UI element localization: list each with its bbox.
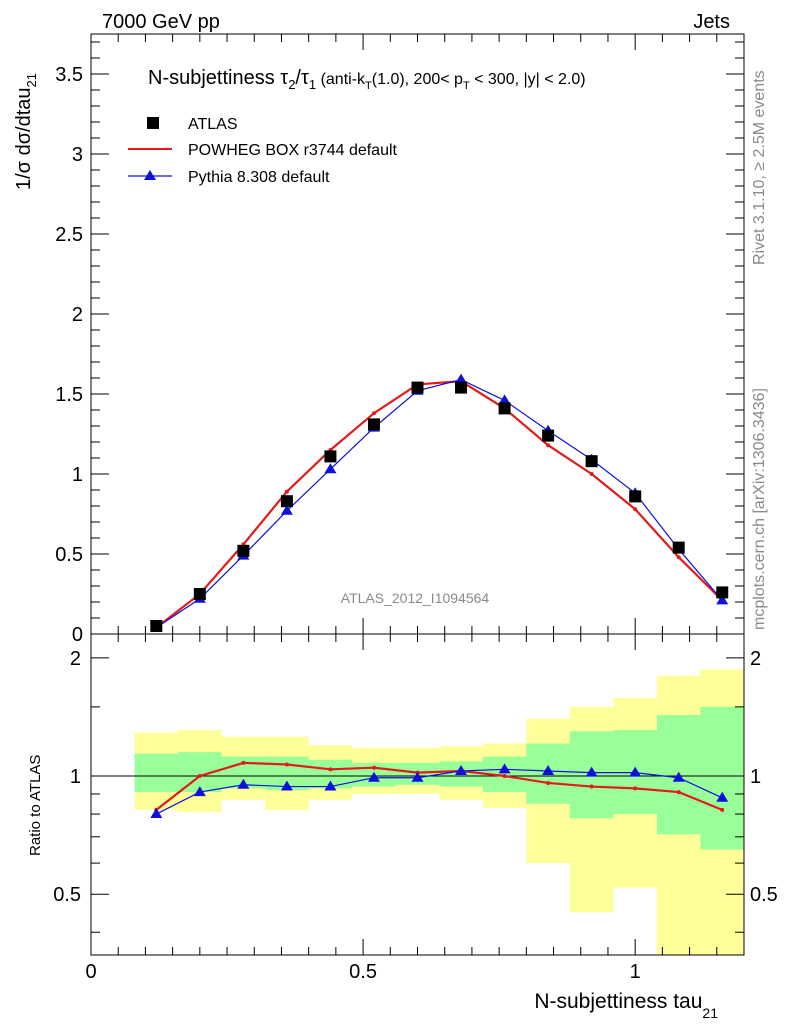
main-frame: 0 0.5 1 1.5 2 2.5 3 3.5 <box>55 33 745 646</box>
main-y-tick-label: 1.5 <box>55 384 83 406</box>
main-y-tick-label: 0 <box>72 624 83 646</box>
ratio-pythia-point <box>237 778 250 789</box>
pythia-point <box>498 394 511 405</box>
pythia-point <box>455 373 468 384</box>
main-y-tick-label: 3 <box>72 144 83 166</box>
ratio-pythia-point <box>585 766 598 777</box>
ratio-series-layer <box>91 760 744 819</box>
rivet-version-text: Rivet 3.1.10, ≥ 2.5M events <box>751 70 768 265</box>
atlas-point <box>193 588 206 600</box>
x-tick-label: 1 <box>630 961 641 983</box>
powheg-point <box>633 507 638 512</box>
ratio-powheg-point <box>284 762 289 767</box>
ratio-pythia-point <box>280 780 293 791</box>
ratio-y-tick-label-left: 0.5 <box>53 884 81 906</box>
pythia-point <box>716 594 729 605</box>
ratio-powheg-point <box>720 807 725 812</box>
main-y-tick-label: 1 <box>72 464 83 486</box>
powheg-point <box>371 411 376 416</box>
atlas-point <box>585 455 598 468</box>
x-tick-label: 0.5 <box>349 961 377 983</box>
ratio-y-axis-label: Ratio to ATLAS <box>27 755 44 856</box>
legend-marker-pythia <box>144 170 156 180</box>
ratio-powheg-point <box>197 774 202 779</box>
ratio-pythia-point <box>411 771 424 782</box>
atlas-point <box>716 586 729 599</box>
mcplots-reference-text: mcplots.cern.ch [arXiv:1306.3436] <box>751 388 768 630</box>
main-title: N-subjettiness τ2/τ1 (anti-kT(1.0), 200<… <box>148 67 586 92</box>
atlas-point <box>280 495 293 508</box>
atlas-point <box>498 402 511 415</box>
ratio-y-tick-label-left: 1 <box>70 766 81 788</box>
main-y-tick-label: 0.5 <box>55 544 83 566</box>
atlas-point <box>672 541 685 554</box>
ratio-frame: 0.5 0.5 1 1 2 2 0 0.5 1 <box>53 633 778 983</box>
ratio-pythia-point <box>498 763 511 774</box>
atlas-point <box>455 381 468 394</box>
ratio-y-tick-label-left: 2 <box>70 648 81 670</box>
atlas-point <box>324 450 337 463</box>
ratio-pythia-point <box>150 808 163 819</box>
legend: ATLAS POWHEG BOX r3744 default Pythia 8.… <box>128 116 398 186</box>
atlas-point <box>411 381 424 394</box>
ratio-pythia-point <box>629 766 642 777</box>
ratio-powheg-point <box>589 784 594 789</box>
main-y-axis-label: 1/σ dσ/dtau21 <box>13 73 39 190</box>
pythia-point <box>280 504 293 515</box>
powheg-point <box>676 555 681 560</box>
main-y-tick-label: 2.5 <box>55 224 83 246</box>
main-y-tick-label: 3.5 <box>55 64 83 86</box>
pythia-line <box>155 378 723 629</box>
x-axis-label: N-subjettiness tau21 <box>534 990 718 1021</box>
atlas-point <box>237 544 250 557</box>
ratio-pythia-point <box>716 791 729 802</box>
powheg-line <box>155 380 724 629</box>
stat-uncertainty-band <box>700 706 744 850</box>
ratio-pythia-point <box>455 764 468 775</box>
ratio-pythia-point <box>324 780 337 791</box>
ratio-powheg-point <box>502 774 507 779</box>
ratio-powheg-line <box>155 761 723 811</box>
ratio-powheg-point <box>328 767 333 772</box>
main-y-tick-label: 2 <box>72 304 83 326</box>
legend-label-atlas: ATLAS <box>188 116 238 133</box>
ratio-powheg-point <box>371 765 376 770</box>
header-left-label: 7000 GeV pp <box>102 11 220 33</box>
powheg-point <box>546 443 551 448</box>
ratio-pythia-point <box>542 764 555 775</box>
atlas-point <box>629 490 642 503</box>
ratio-y-tick-label-right: 2 <box>750 648 761 670</box>
ratio-pythia-point <box>367 771 380 782</box>
ratio-y-tick-label-right: 0.5 <box>750 884 778 906</box>
main-series-layer <box>150 373 729 632</box>
pythia-point <box>324 463 337 474</box>
ratio-powheg-point <box>241 760 246 765</box>
powheg-point <box>589 472 594 476</box>
header-right-label: Jets <box>693 11 730 33</box>
stat-uncertainty-band <box>134 753 179 793</box>
ratio-bands <box>134 669 744 955</box>
ratio-powheg-point <box>546 780 551 785</box>
analysis-watermark: ATLAS_2012_I1094564 <box>341 590 490 606</box>
ratio-y-tick-label-right: 1 <box>750 766 761 788</box>
ratio-powheg-point <box>633 786 638 791</box>
ratio-powheg-point <box>676 790 681 795</box>
ratio-pythia-line <box>156 768 723 815</box>
atlas-point <box>150 620 163 632</box>
atlas-point <box>542 429 555 442</box>
powheg-point <box>284 489 289 494</box>
atlas-point <box>367 418 380 431</box>
ratio-pythia-point <box>193 786 206 797</box>
legend-label-pythia: Pythia 8.308 default <box>188 169 330 186</box>
legend-marker-atlas <box>147 117 159 129</box>
legend-label-powheg: POWHEG BOX r3744 default <box>188 142 398 159</box>
x-tick-label: 0 <box>85 961 96 983</box>
ratio-pythia-point <box>672 771 685 782</box>
